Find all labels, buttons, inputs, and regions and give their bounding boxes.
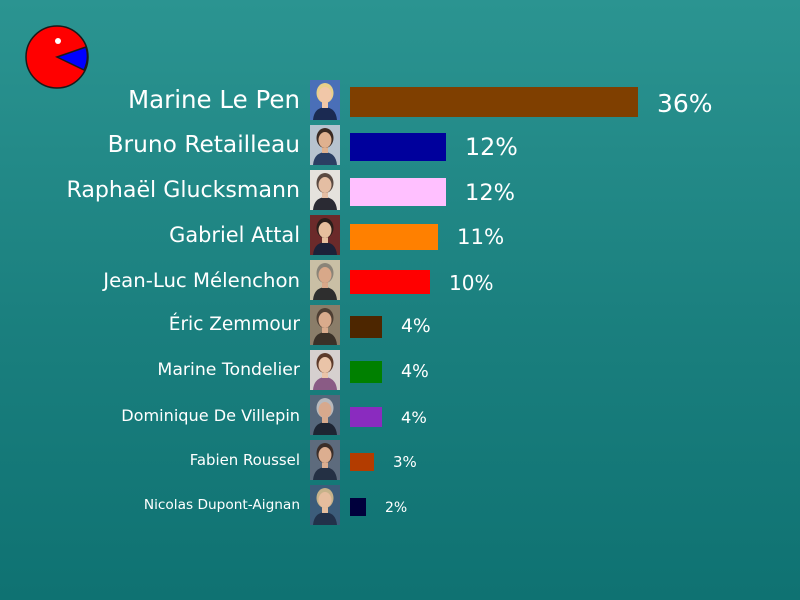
portrait-dominique-de-villepin-icon bbox=[310, 395, 340, 435]
portrait-marine-le-pen-icon bbox=[310, 80, 340, 120]
bar bbox=[350, 452, 374, 472]
portrait-jean-luc-melenchon-icon bbox=[310, 260, 340, 300]
portrait-raphael-glucksmann-icon bbox=[310, 170, 340, 210]
category-label: Marine Le Pen bbox=[127, 84, 300, 114]
data-label: 4% bbox=[401, 361, 429, 382]
category-label: Raphaël Glucksmann bbox=[66, 177, 300, 204]
data-label: 36% bbox=[657, 88, 713, 118]
category-label: Bruno Retailleau bbox=[107, 131, 300, 159]
data-label: 10% bbox=[449, 270, 494, 295]
portrait-nicolas-dupont-aignan-icon bbox=[310, 485, 340, 525]
logo-eye bbox=[55, 38, 61, 44]
category-label: Nicolas Dupont-Aignan bbox=[143, 497, 300, 514]
data-label: 12% bbox=[465, 133, 518, 162]
bar bbox=[350, 407, 382, 427]
logo-mouth bbox=[55, 46, 89, 71]
bar bbox=[350, 87, 638, 117]
bar bbox=[350, 224, 438, 250]
category-label: Fabien Roussel bbox=[189, 451, 300, 470]
portrait-gabriel-attal-icon bbox=[310, 215, 340, 255]
portrait-bruno-retailleau-icon bbox=[310, 125, 340, 165]
bar bbox=[350, 361, 382, 383]
category-label: Dominique De Villepin bbox=[121, 405, 300, 425]
bar bbox=[350, 315, 382, 339]
data-label: 3% bbox=[393, 453, 417, 472]
pacman-logo-icon bbox=[25, 25, 89, 89]
data-label: 2% bbox=[385, 499, 408, 516]
data-label: 4% bbox=[401, 407, 427, 427]
data-label: 4% bbox=[401, 316, 431, 338]
category-label: Marine Tondelier bbox=[157, 359, 300, 380]
category-label: Éric Zemmour bbox=[168, 314, 300, 336]
bar bbox=[350, 269, 430, 295]
data-label: 11% bbox=[457, 225, 505, 251]
bar bbox=[350, 132, 446, 162]
category-label: Jean-Luc Mélenchon bbox=[103, 268, 300, 292]
portrait-fabien-roussel-icon bbox=[310, 440, 340, 480]
portrait-eric-zemmour-icon bbox=[310, 305, 340, 345]
bar bbox=[350, 498, 366, 516]
data-label: 12% bbox=[465, 179, 516, 206]
category-label: Gabriel Attal bbox=[169, 222, 300, 247]
portrait-marine-tondelier-icon bbox=[310, 350, 340, 390]
bar bbox=[350, 178, 446, 206]
